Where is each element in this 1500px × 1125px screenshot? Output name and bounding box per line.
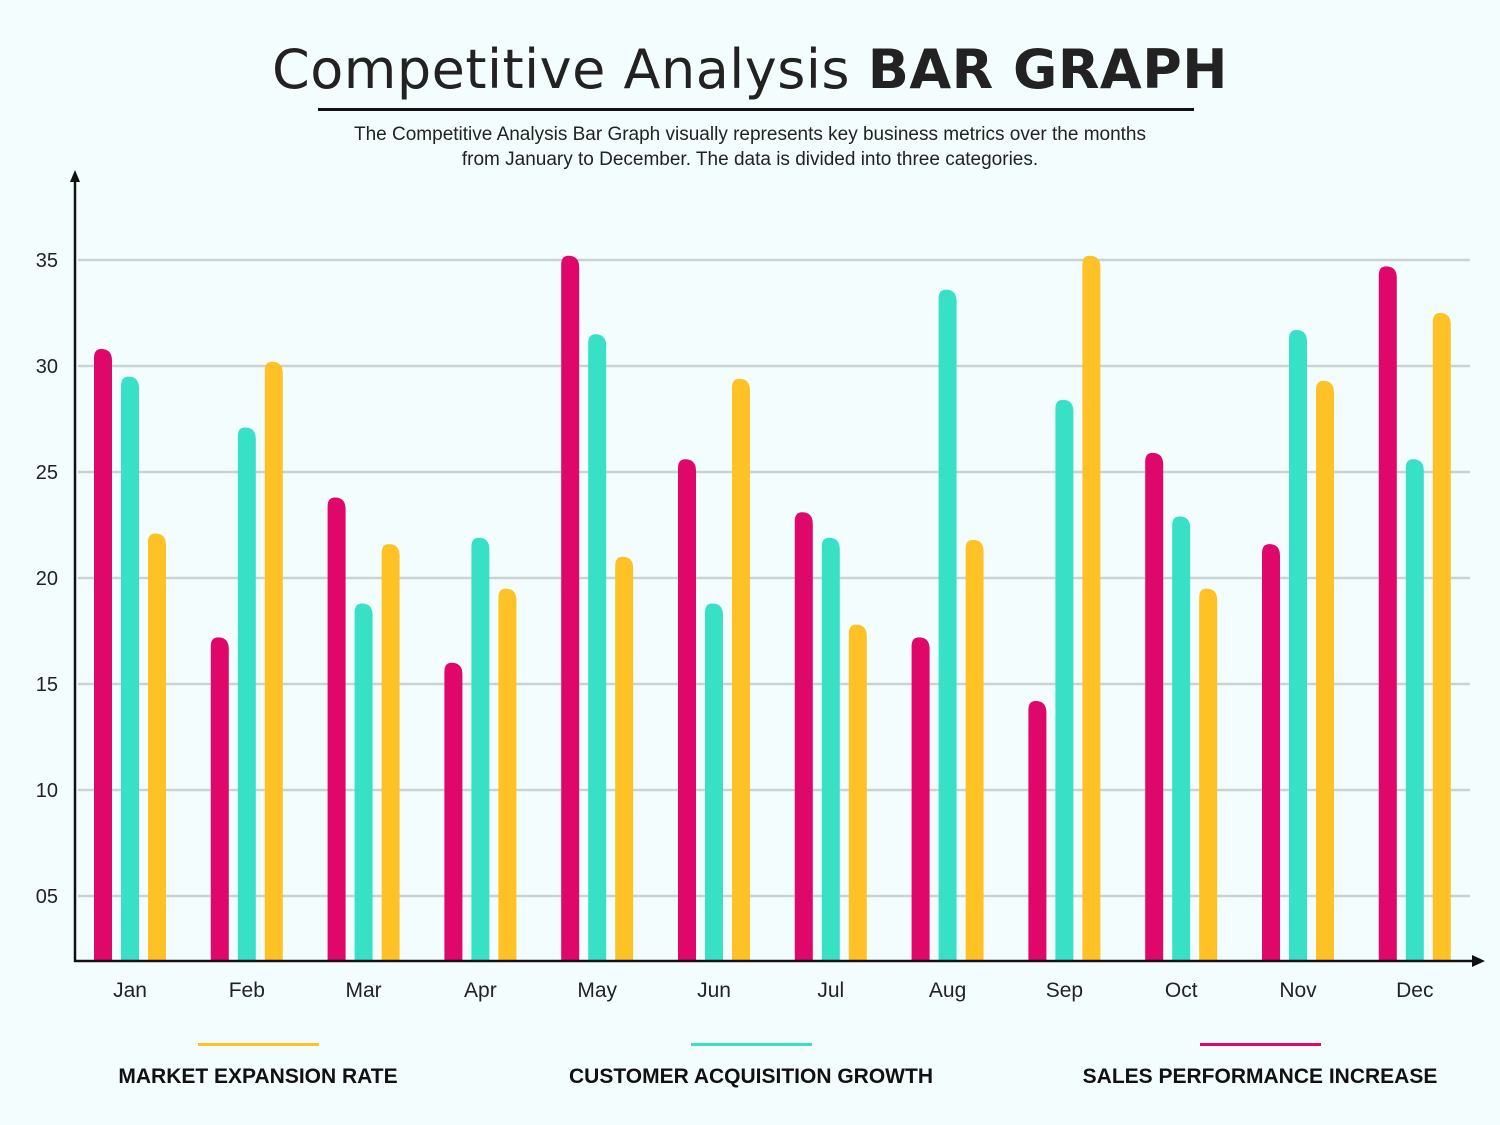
bar-feb-customer	[237, 427, 256, 962]
legend-line-market	[198, 1043, 319, 1046]
x-tick-label: Jul	[817, 979, 844, 1002]
subtitle-line-2: from January to December. The data is di…	[461, 149, 1039, 170]
bar-jun-sales	[678, 459, 696, 961]
bar-mar-market	[381, 544, 400, 961]
y-tick-label: 20	[36, 568, 58, 590]
legend-line-sales	[1200, 1043, 1321, 1046]
bar-nov-customer	[1289, 329, 1307, 962]
bar-apr-sales	[444, 662, 463, 961]
x-tick-label: Nov	[1279, 979, 1317, 1002]
bar-feb-sales	[210, 637, 229, 961]
bar-oct-sales	[1145, 452, 1164, 961]
bar-apr-market	[498, 588, 517, 961]
x-tick-label: Mar	[346, 979, 382, 1002]
bar-dec-sales	[1378, 266, 1397, 961]
y-axis-arrow-icon	[70, 170, 80, 182]
x-tick-label: Sep	[1046, 979, 1083, 1002]
bar-oct-customer	[1172, 516, 1191, 961]
y-tick-label: 15	[36, 674, 58, 696]
bar-jul-market	[848, 624, 867, 961]
legend-label-sales: SALES PERFORMANCE INCREASE	[1082, 1065, 1438, 1088]
legend-label-customer: CUSTOMER ACQUISITION GROWTH	[569, 1065, 933, 1088]
x-tick-label: Jun	[697, 979, 731, 1002]
bar-feb-market	[264, 361, 283, 961]
bar-jun-customer	[705, 603, 723, 961]
bar-sep-customer	[1055, 399, 1074, 961]
bar-jul-sales	[794, 512, 813, 961]
bar-jan-market	[148, 533, 166, 961]
bar-mar-customer	[354, 603, 373, 961]
y-tick-label: 25	[36, 462, 58, 484]
bar-dec-customer	[1405, 459, 1424, 961]
legend-line-customer	[691, 1043, 812, 1046]
bar-sep-sales	[1028, 700, 1047, 961]
bar-jun-market	[732, 378, 750, 962]
bar-dec-market	[1432, 313, 1451, 961]
y-tick-label: 10	[36, 780, 58, 802]
bar-may-market	[615, 556, 634, 961]
bar-jan-sales	[94, 349, 112, 961]
x-tick-label: Feb	[229, 979, 265, 1002]
bar-sep-market	[1082, 255, 1101, 961]
bar-nov-sales	[1262, 544, 1280, 961]
bar-may-customer	[588, 334, 607, 961]
bar-jul-customer	[821, 537, 840, 961]
x-tick-label: Dec	[1396, 979, 1433, 1002]
y-tick-label: 30	[36, 356, 58, 378]
y-tick-label: 35	[36, 250, 58, 272]
y-tick-label: 05	[36, 886, 58, 908]
title-bold: BAR GRAPH	[867, 38, 1228, 101]
bar-aug-customer	[938, 289, 957, 961]
subtitle-line-1: The Competitive Analysis Bar Graph visua…	[354, 124, 1146, 145]
title-underline	[318, 108, 1194, 111]
bar-mar-sales	[327, 497, 346, 961]
x-tick-label: Aug	[929, 979, 966, 1002]
chart-subtitle: The Competitive Analysis Bar Graph visua…	[250, 122, 1250, 172]
x-tick-label: May	[577, 979, 617, 1002]
bar-aug-sales	[911, 637, 930, 961]
x-tick-label: Apr	[464, 979, 497, 1002]
bar-jan-customer	[121, 376, 139, 962]
x-tick-label: Oct	[1165, 979, 1198, 1002]
x-tick-label: Jan	[113, 979, 147, 1002]
bar-aug-market	[965, 539, 984, 961]
legend-label-market: MARKET EXPANSION RATE	[118, 1065, 398, 1088]
x-axis-arrow-icon	[1472, 955, 1485, 967]
chart-title: Competitive Analysis BAR GRAPH	[0, 38, 1500, 101]
title-regular: Competitive Analysis	[271, 38, 851, 101]
bar-may-sales	[561, 255, 580, 961]
bar-nov-market	[1316, 380, 1334, 962]
bar-oct-market	[1199, 588, 1218, 961]
bar-apr-customer	[471, 537, 490, 961]
